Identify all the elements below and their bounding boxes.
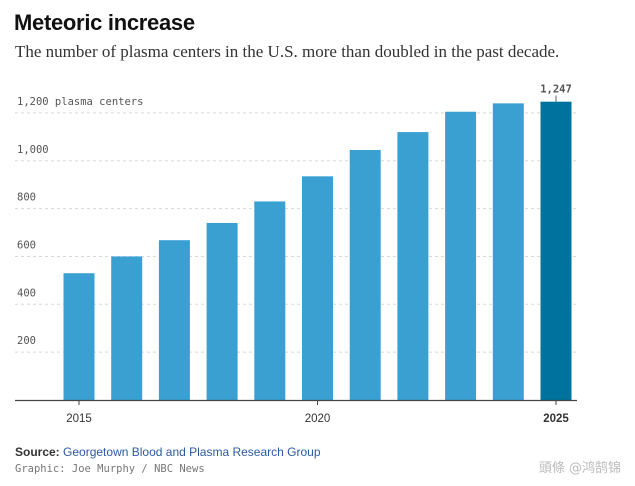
graphic-credit: Graphic: Joe Murphy / NBC News <box>15 463 205 475</box>
y-tick-label: 1,200 plasma centers <box>17 96 143 108</box>
source-link[interactable]: Georgetown Blood and Plasma Research Gro… <box>63 445 321 459</box>
y-tick-label: 400 <box>17 287 36 299</box>
bar <box>302 176 333 400</box>
bar <box>540 101 572 400</box>
bar <box>492 103 524 400</box>
y-tick-label: 200 <box>17 335 36 347</box>
source-label: Source: <box>15 445 60 459</box>
bar <box>445 111 477 400</box>
source-line: Source: Georgetown Blood and Plasma Rese… <box>15 445 321 459</box>
y-tick-label: 800 <box>17 192 36 204</box>
watermark: 頭條 @鸿鹄锦 <box>538 461 621 476</box>
y-tick-label: 1,000 <box>17 144 49 156</box>
bar <box>206 222 238 400</box>
chart-title: Meteoric increase <box>14 10 195 35</box>
bar <box>111 256 143 400</box>
bar <box>397 132 429 401</box>
x-tick-label: 2015 <box>66 413 92 425</box>
bar <box>158 240 190 400</box>
bar <box>254 201 286 400</box>
x-tick-label: 2020 <box>305 413 331 425</box>
x-tick-label: 2025 <box>543 413 569 425</box>
chart-subtitle: The number of plasma centers in the U.S.… <box>15 42 560 61</box>
y-tick-label: 600 <box>17 239 36 251</box>
data-label: 1,247 <box>540 84 572 96</box>
bar <box>63 273 95 400</box>
bar <box>349 150 381 400</box>
